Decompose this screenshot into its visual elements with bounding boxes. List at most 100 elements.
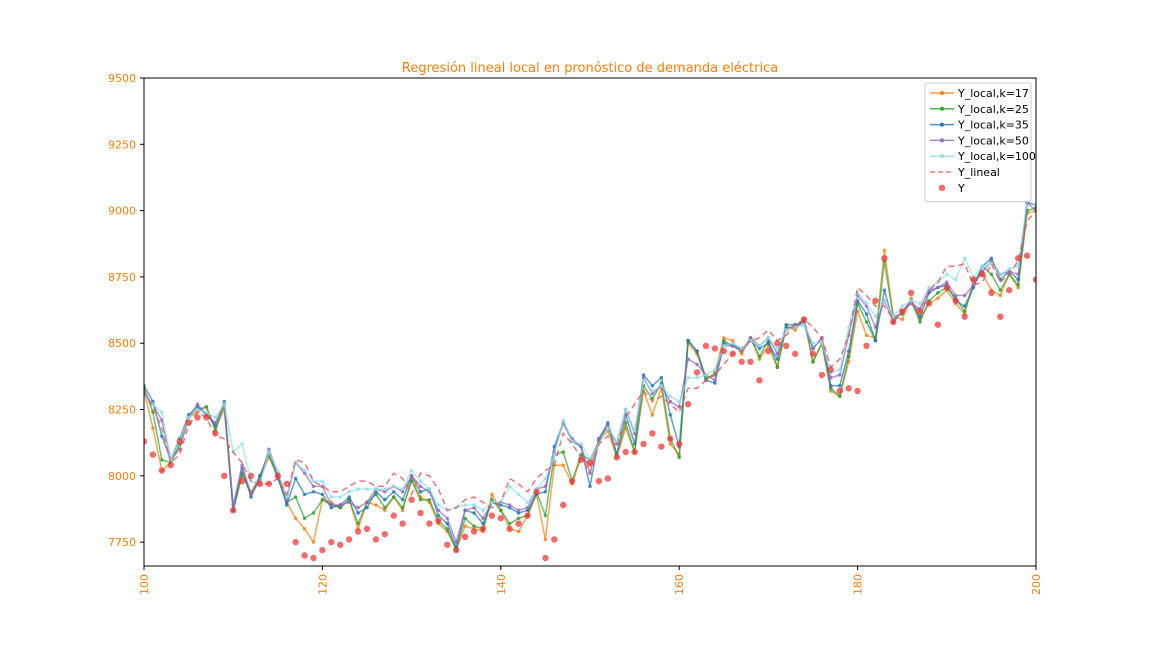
marker-y-local-k-50-120 xyxy=(320,484,325,489)
marker-y-local-k-100-169 xyxy=(757,344,762,348)
marker-y-local-k-100-171 xyxy=(775,346,780,351)
marker-y-local-k-17-126 xyxy=(374,503,378,507)
point-y-194 xyxy=(979,271,986,278)
marker-y-local-k-100-139 xyxy=(490,500,494,505)
marker-y-local-k-35-164 xyxy=(713,381,717,385)
marker-y-local-k-100-194 xyxy=(980,264,985,269)
marker-y-local-k-100-105 xyxy=(186,415,191,420)
marker-y-local-k-50-152 xyxy=(606,423,610,428)
marker-y-local-k-50-161 xyxy=(686,357,690,361)
marker-y-local-k-100-186 xyxy=(909,298,913,303)
point-y-166 xyxy=(729,350,736,358)
legend-dot-y-local-k-50 xyxy=(940,138,944,143)
plot-marks xyxy=(144,198,1036,562)
point-y-146 xyxy=(551,536,558,543)
marker-y-local-k-25-128 xyxy=(391,495,396,499)
marker-y-local-k-25-102 xyxy=(160,458,164,462)
legend-dot-y-local-k-17 xyxy=(940,91,944,95)
point-y-185 xyxy=(899,308,906,315)
marker-y-local-k-35-162 xyxy=(695,349,699,353)
marker-y-local-k-35-195 xyxy=(989,256,994,261)
marker-y-local-k-50-178 xyxy=(837,373,842,377)
marker-y-local-k-50-155 xyxy=(632,431,637,436)
marker-y-local-k-100-152 xyxy=(606,426,610,430)
marker-y-local-k-35-141 xyxy=(507,505,512,510)
chart-title: Regresión lineal local en pronóstico de … xyxy=(402,61,778,76)
marker-y-local-k-50-114 xyxy=(267,447,271,452)
marker-y-local-k-100-164 xyxy=(713,367,717,372)
point-y-168 xyxy=(747,358,754,365)
marker-y-local-k-35-187 xyxy=(918,314,922,319)
marker-y-local-k-17-157 xyxy=(650,413,655,417)
point-y-129 xyxy=(399,520,406,527)
marker-y-local-k-17-186 xyxy=(909,296,913,300)
marker-y-local-k-50-134 xyxy=(445,516,450,521)
x-tick-label-140: 140 xyxy=(495,574,508,595)
marker-y-local-k-100-163 xyxy=(704,373,708,377)
marker-y-local-k-50-127 xyxy=(383,489,387,494)
point-y-124 xyxy=(354,528,362,535)
point-y-161 xyxy=(684,401,692,408)
marker-y-local-k-100-129 xyxy=(400,487,405,491)
point-y-162 xyxy=(693,369,701,376)
marker-y-local-k-35-119 xyxy=(311,489,316,494)
marker-y-local-k-35-150 xyxy=(588,484,592,489)
marker-y-local-k-35-171 xyxy=(775,357,780,361)
point-y-104 xyxy=(176,438,183,445)
marker-y-local-k-25-165 xyxy=(722,338,726,343)
marker-y-local-k-35-145 xyxy=(543,489,548,494)
marker-y-local-k-100-108 xyxy=(213,415,218,420)
marker-y-local-k-100-157 xyxy=(650,389,655,393)
marker-y-local-k-100-124 xyxy=(356,487,360,491)
marker-y-local-k-50-195 xyxy=(989,259,994,263)
marker-y-local-k-50-192 xyxy=(962,293,967,298)
series-line-y-local-k-17 xyxy=(144,209,1036,553)
marker-y-local-k-35-158 xyxy=(659,375,664,380)
point-y-171 xyxy=(774,340,781,347)
marker-y-local-k-35-109 xyxy=(222,399,227,404)
marker-y-local-k-35-161 xyxy=(686,338,690,343)
point-y-155 xyxy=(631,448,638,456)
point-y-199 xyxy=(1023,252,1031,259)
marker-y-local-k-100-126 xyxy=(374,487,378,491)
marker-y-local-k-25-137 xyxy=(472,524,476,529)
marker-y-local-k-50-175 xyxy=(811,346,815,351)
marker-y-local-k-35-137 xyxy=(472,511,476,515)
point-y-192 xyxy=(961,313,968,320)
point-y-191 xyxy=(952,297,959,304)
marker-y-local-k-17-181 xyxy=(864,333,869,338)
point-y-172 xyxy=(783,342,790,350)
marker-y-local-k-35-112 xyxy=(249,495,253,499)
marker-y-local-k-17-139 xyxy=(490,492,494,497)
marker-y-local-k-100-120 xyxy=(320,479,325,483)
marker-y-local-k-50-125 xyxy=(365,500,369,505)
point-y-107 xyxy=(203,414,210,421)
series-line-y-local-k-25 xyxy=(144,207,1036,553)
point-y-179 xyxy=(845,385,852,392)
marker-y-local-k-50-157 xyxy=(650,391,655,396)
point-y-187 xyxy=(916,308,924,315)
marker-y-local-k-100-176 xyxy=(820,341,824,346)
point-y-119 xyxy=(310,554,317,562)
point-y-174 xyxy=(800,316,808,323)
y-tick-label-8000: 8000 xyxy=(108,470,136,483)
series-group xyxy=(144,198,1036,562)
y-tick-label-9000: 9000 xyxy=(108,205,136,218)
marker-y-local-k-50-123 xyxy=(347,500,351,505)
point-y-121 xyxy=(328,538,335,546)
point-y-184 xyxy=(890,318,897,326)
point-y-189 xyxy=(934,321,942,328)
point-y-137 xyxy=(470,528,478,535)
marker-y-local-k-17-145 xyxy=(543,537,548,542)
point-y-114 xyxy=(265,480,273,487)
legend-marker-y xyxy=(938,184,946,191)
marker-y-local-k-100-161 xyxy=(686,375,690,380)
point-y-142 xyxy=(515,520,522,527)
marker-y-local-k-35-183 xyxy=(882,288,887,292)
marker-y-local-k-50-168 xyxy=(748,336,753,340)
point-y-197 xyxy=(1006,286,1013,294)
point-y-136 xyxy=(461,533,469,541)
marker-y-local-k-100-166 xyxy=(730,341,735,346)
marker-y-local-k-100-155 xyxy=(632,428,637,433)
